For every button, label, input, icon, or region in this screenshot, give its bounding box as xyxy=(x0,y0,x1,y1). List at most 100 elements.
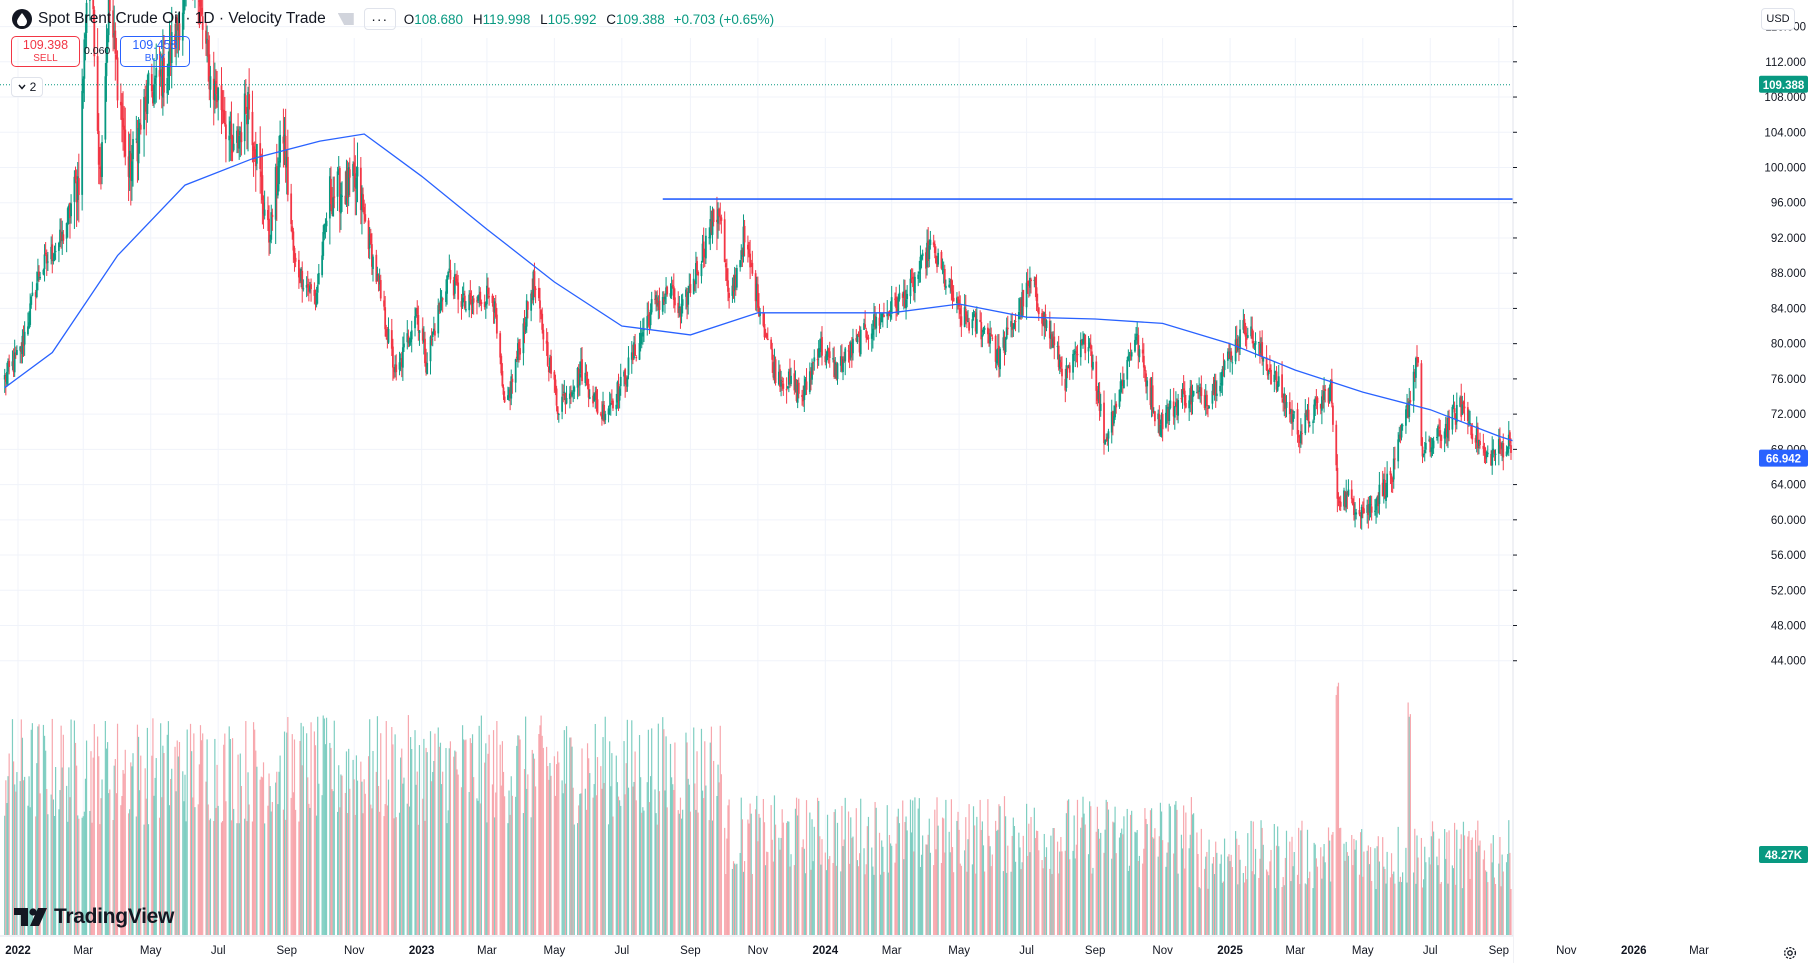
volume-bar xyxy=(813,826,815,935)
candle-body xyxy=(844,348,847,362)
volume-bar xyxy=(411,749,413,935)
volume-bar xyxy=(1374,848,1376,935)
volume-bar xyxy=(154,777,156,935)
volume-bar xyxy=(943,818,945,935)
volume-bar xyxy=(927,834,929,935)
volume-bar xyxy=(881,840,883,935)
candle-body xyxy=(1166,406,1168,415)
volume-bar xyxy=(1196,832,1198,935)
candle-body xyxy=(1103,402,1105,444)
candle-body xyxy=(1220,383,1223,385)
volume-bar xyxy=(1200,828,1202,935)
tradingview-logo[interactable]: TradingView xyxy=(14,905,174,929)
volume-bar xyxy=(1353,838,1355,935)
candle-body xyxy=(1482,445,1485,449)
volume-bar xyxy=(302,726,304,935)
volume-bar xyxy=(267,805,269,935)
currency-selector[interactable]: USD xyxy=(1761,8,1795,30)
volume-bar xyxy=(151,755,153,935)
volume-bar xyxy=(1123,816,1125,935)
candle-body xyxy=(878,317,881,326)
volume-bar xyxy=(677,810,679,935)
candle-body xyxy=(852,338,854,354)
volume-bar xyxy=(1463,835,1466,935)
buy-button[interactable]: 109.458 BUY xyxy=(120,36,190,67)
candle-body xyxy=(743,225,746,243)
more-dots-icon[interactable]: ··· xyxy=(363,8,396,30)
volume-bar xyxy=(1184,868,1186,935)
candle-body xyxy=(1153,411,1156,422)
candle-body xyxy=(1435,437,1438,439)
volume-bar xyxy=(1105,799,1107,935)
volume-bar xyxy=(541,735,543,935)
volume-bar xyxy=(878,832,881,935)
candle-body xyxy=(215,80,217,95)
price-axis[interactable] xyxy=(1513,0,1816,963)
volume-bar xyxy=(563,730,565,935)
candle-body xyxy=(73,176,76,202)
candle-body xyxy=(773,361,776,379)
volume-bar xyxy=(220,822,223,935)
volume-bar xyxy=(233,808,235,935)
candle-body xyxy=(491,295,494,304)
candle-body xyxy=(401,347,404,368)
candle-body xyxy=(1447,417,1449,439)
volume-bar xyxy=(21,737,24,935)
volume-bar xyxy=(214,738,216,935)
volume-bar xyxy=(130,762,132,935)
volume-bar xyxy=(380,733,382,935)
volume-bar xyxy=(849,863,851,935)
gear-icon[interactable] xyxy=(1782,945,1798,961)
candle-body xyxy=(1107,431,1110,439)
time-axis[interactable] xyxy=(0,936,1513,963)
candle-body xyxy=(298,259,300,278)
candle-body xyxy=(756,284,759,308)
volume-bar xyxy=(315,815,318,935)
candle-body xyxy=(1338,500,1341,503)
volume-bar xyxy=(530,817,532,935)
volume-bar xyxy=(230,820,233,935)
volume-bar xyxy=(1478,845,1480,935)
volume-bar xyxy=(1212,857,1215,935)
candle-body xyxy=(461,297,464,307)
candle-body xyxy=(1097,390,1100,400)
candle-body xyxy=(1014,321,1017,323)
volume-bar xyxy=(1377,836,1379,935)
volume-bar xyxy=(1367,845,1369,935)
flag-icon[interactable] xyxy=(337,13,354,25)
volume-bar xyxy=(898,823,901,935)
candle-body xyxy=(480,302,483,305)
volume-bar xyxy=(340,774,342,935)
candle-body xyxy=(834,362,837,376)
symbol-title[interactable]: Spot Brent Crude Oil · 1D · Velocity Tra… xyxy=(38,10,326,27)
volume-bar xyxy=(1185,812,1187,935)
volume-bar xyxy=(1053,828,1055,935)
candle-body xyxy=(1196,392,1198,394)
candle-body xyxy=(1461,404,1464,415)
volume-bar xyxy=(1222,881,1225,935)
volume-bar xyxy=(982,845,985,935)
volume-bar xyxy=(360,761,362,935)
candle-body xyxy=(93,9,96,57)
candle-body xyxy=(727,280,729,292)
volume-bar xyxy=(547,766,549,935)
candle-body xyxy=(1322,394,1324,400)
candle-body xyxy=(1267,370,1270,375)
indicators-toggle[interactable]: 2 xyxy=(11,77,43,97)
candle-body xyxy=(418,330,421,333)
volume-bar xyxy=(309,807,311,935)
sell-button[interactable]: 109.398 SELL xyxy=(11,36,80,67)
volume-bar xyxy=(771,839,773,935)
candle-body xyxy=(1390,475,1393,480)
candle-body xyxy=(616,382,619,403)
candle-body xyxy=(703,255,706,258)
candle-body xyxy=(116,57,119,101)
candle-body xyxy=(1313,404,1316,420)
volume-bar xyxy=(1166,852,1168,935)
candle-body xyxy=(741,250,744,255)
volume-bar xyxy=(1493,877,1496,935)
volume-bar xyxy=(945,799,947,935)
candle-body xyxy=(523,322,526,333)
volume-bar xyxy=(1267,871,1269,935)
